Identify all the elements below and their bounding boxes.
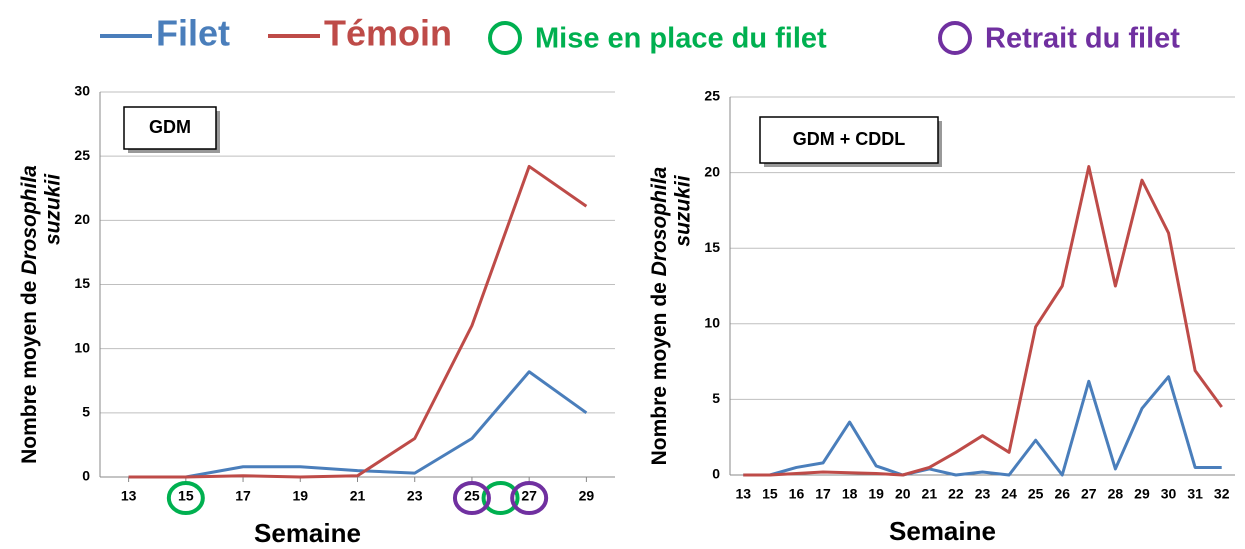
week-marker: [510, 481, 549, 515]
series-line: Filet: [743, 375, 1222, 477]
y-tick-label: 0: [712, 466, 720, 482]
annotation-box: [123, 106, 217, 150]
legend-label: Témoin: [324, 13, 452, 54]
y-axis-label: suzukii: [672, 174, 695, 246]
legend-label: Mise en place du filet: [535, 23, 827, 55]
y-axis-label-part: Nombre moyen de: [18, 281, 41, 464]
annotation-box: [759, 116, 939, 164]
y-tick-label: 15: [704, 239, 720, 255]
x-tick-label: 23: [975, 486, 991, 502]
y-tick-label: 10: [704, 315, 720, 331]
x-tick-label: 13: [121, 488, 137, 504]
y-tick-label: 20: [704, 163, 720, 179]
y-axis-label: suzukii: [42, 173, 65, 245]
y-tick-label: 25: [74, 147, 90, 163]
y-tick-label: 30: [74, 83, 90, 99]
week-marker: [452, 481, 491, 515]
y-tick-label: 5: [82, 404, 90, 420]
x-tick-label: 27: [1081, 486, 1097, 502]
x-axis-label: Semaine: [889, 516, 996, 546]
x-tick-label: 25: [1028, 486, 1044, 502]
y-tick-label: 5: [712, 390, 720, 406]
x-tick-label: 28: [1108, 486, 1124, 502]
annotation: GDM + CDDL: [793, 129, 906, 149]
x-tick-label: 19: [292, 488, 308, 504]
y-axis-label: Nombre moyen de Drosophila: [18, 165, 41, 464]
x-tick-label: 15: [178, 488, 194, 504]
x-tick-label: 20: [895, 486, 911, 502]
x-tick-label: 21: [350, 488, 366, 504]
legend-label: Filet: [156, 13, 230, 54]
series-line: [128, 370, 588, 479]
x-tick-label: 16: [789, 486, 805, 502]
annotation: GDM: [149, 117, 191, 137]
y-tick-label: 25: [704, 88, 720, 104]
x-tick-label: 29: [1134, 486, 1150, 502]
x-tick-label: 22: [948, 486, 964, 502]
x-tick-label: 32: [1214, 486, 1230, 502]
x-tick-label: 23: [407, 488, 423, 504]
x-tick-label: 24: [1001, 486, 1017, 502]
legend-swatch: [938, 21, 972, 55]
x-tick-label: 27: [521, 488, 537, 504]
x-tick-label: 21: [922, 486, 938, 502]
x-tick-label: 31: [1187, 486, 1203, 502]
y-axis-label: Nombre moyen de Drosophila: [648, 166, 671, 465]
x-tick-label: 13: [736, 486, 752, 502]
x-tick-label: 18: [842, 486, 858, 502]
week-marker: [481, 481, 520, 515]
y-tick-label: 10: [74, 339, 90, 355]
x-tick-label: 29: [579, 488, 595, 504]
legend-swatch: [488, 21, 522, 55]
y-axis-label-part: Drosophila: [18, 165, 41, 275]
y-axis-label-part: Nombre moyen de: [648, 282, 671, 465]
x-axis-label: Semaine: [254, 518, 361, 548]
x-tick-label: 19: [868, 486, 884, 502]
y-tick-label: 20: [74, 211, 90, 227]
y-tick-label: 15: [74, 275, 90, 291]
x-tick-label: 30: [1161, 486, 1177, 502]
y-axis-label-part: Drosophila: [648, 166, 671, 276]
series-line: Témoin: [743, 165, 1223, 477]
x-tick-label: 25: [464, 488, 480, 504]
x-tick-label: 17: [815, 486, 831, 502]
y-tick-label: 0: [82, 468, 90, 484]
x-tick-label: 26: [1054, 486, 1070, 502]
legend-label: Retrait du filet: [985, 23, 1180, 55]
week-marker: [166, 481, 205, 515]
x-tick-label: 17: [235, 488, 251, 504]
x-tick-label: 15: [762, 486, 778, 502]
series-line: [128, 164, 588, 479]
